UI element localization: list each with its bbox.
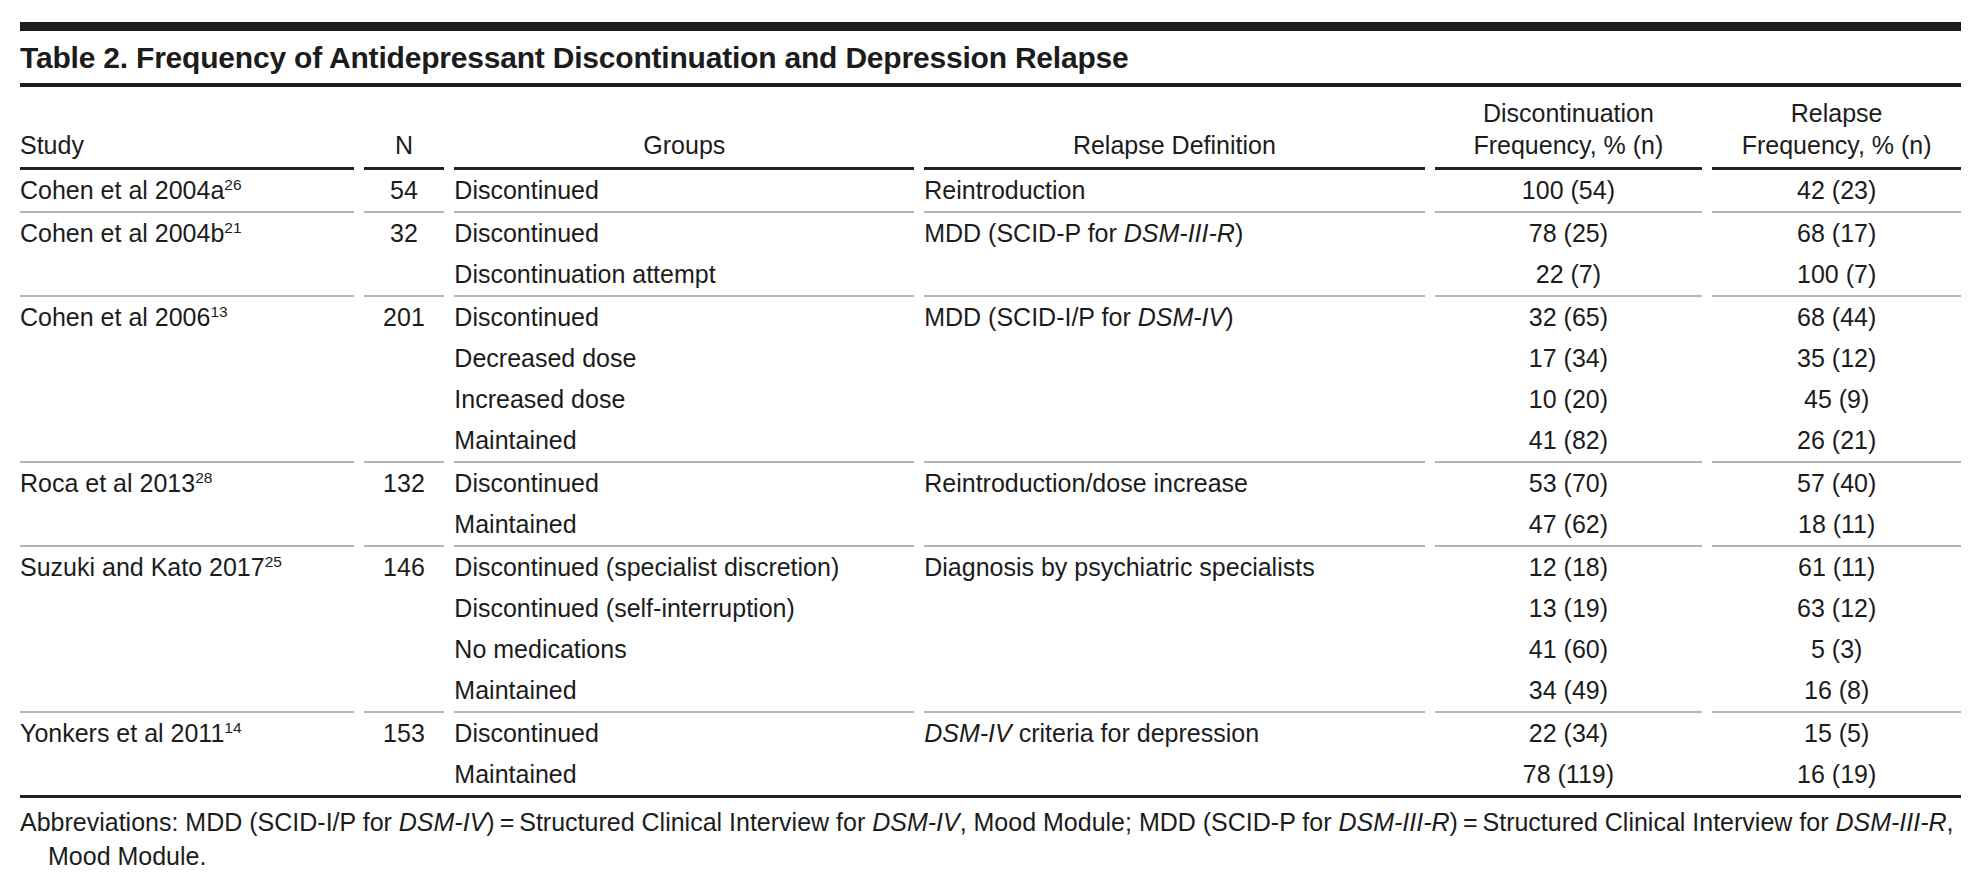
reference-superscript: 26 bbox=[224, 176, 241, 193]
discontinuation-frequency-cell: 12 (18) bbox=[1435, 545, 1703, 588]
group-cell: Discontinued bbox=[454, 295, 914, 338]
group-cell: Increased dose bbox=[454, 379, 914, 420]
discontinuation-frequency-cell: 41 (82) bbox=[1435, 420, 1703, 461]
table-row: Yonkers et al 201114153DiscontinuedDSM-I… bbox=[20, 711, 1961, 754]
relapse-frequency-cell: 26 (21) bbox=[1712, 420, 1961, 461]
column-header-relapse-frequency: Relapse Frequency, % (n) bbox=[1712, 87, 1961, 170]
discontinuation-frequency-cell: 32 (65) bbox=[1435, 295, 1703, 338]
group-cell: Discontinued bbox=[454, 711, 914, 754]
table-row: Cohen et al 2004a2654DiscontinuedReintro… bbox=[20, 170, 1961, 211]
study-block: Yonkers et al 201114153DiscontinuedDSM-I… bbox=[20, 711, 1961, 795]
relapse-frequency-cell: 100 (7) bbox=[1712, 254, 1961, 295]
group-cell: Maintained bbox=[454, 504, 914, 545]
relapse-frequency-cell: 61 (11) bbox=[1712, 545, 1961, 588]
discontinuation-frequency-cell: 22 (7) bbox=[1435, 254, 1703, 295]
discontinuation-frequency-cell: 47 (62) bbox=[1435, 504, 1703, 545]
discontinuation-frequency-cell: 41 (60) bbox=[1435, 629, 1703, 670]
n-cell: 201 bbox=[364, 295, 445, 461]
study-name-cell: Cohen et al 2004b21 bbox=[20, 211, 354, 295]
group-cell: Discontinued bbox=[454, 461, 914, 504]
relapse-frequency-cell: 45 (9) bbox=[1712, 379, 1961, 420]
study-name-cell: Suzuki and Kato 201725 bbox=[20, 545, 354, 711]
discontinuation-frequency-cell: 53 (70) bbox=[1435, 461, 1703, 504]
relapse-frequency-cell: 16 (8) bbox=[1712, 670, 1961, 711]
column-header-discontinuation-frequency: Discontinuation Frequency, % (n) bbox=[1435, 87, 1703, 170]
study-name-cell: Roca et al 201328 bbox=[20, 461, 354, 545]
discontinuation-frequency-cell: 22 (34) bbox=[1435, 711, 1703, 754]
header-row: Study N Groups Relapse Definition Discon… bbox=[20, 87, 1961, 170]
data-table: Study N Groups Relapse Definition Discon… bbox=[10, 87, 1971, 795]
study-name-cell: Cohen et al 2004a26 bbox=[20, 170, 354, 211]
reference-superscript: 25 bbox=[265, 553, 282, 570]
discontinuation-frequency-cell: 34 (49) bbox=[1435, 670, 1703, 711]
header-line: Relapse bbox=[1791, 99, 1883, 127]
relapse-frequency-cell: 5 (3) bbox=[1712, 629, 1961, 670]
table-header: Study N Groups Relapse Definition Discon… bbox=[20, 87, 1961, 170]
column-header-groups: Groups bbox=[454, 87, 914, 170]
relapse-definition-cell: Reintroduction bbox=[924, 170, 1424, 211]
group-cell: Discontinued bbox=[454, 211, 914, 254]
table-row: Cohen et al 2004b2132DiscontinuedMDD (SC… bbox=[20, 211, 1961, 254]
study-block: Suzuki and Kato 201725146Discontinued (s… bbox=[20, 545, 1961, 711]
header-line: Frequency, % (n) bbox=[1742, 131, 1932, 159]
discontinuation-frequency-cell: 78 (25) bbox=[1435, 211, 1703, 254]
relapse-frequency-cell: 68 (44) bbox=[1712, 295, 1961, 338]
n-cell: 32 bbox=[364, 211, 445, 295]
relapse-frequency-cell: 57 (40) bbox=[1712, 461, 1961, 504]
n-cell: 146 bbox=[364, 545, 445, 711]
relapse-frequency-cell: 18 (11) bbox=[1712, 504, 1961, 545]
study-name-cell: Cohen et al 200613 bbox=[20, 295, 354, 461]
group-cell: Decreased dose bbox=[454, 338, 914, 379]
n-cell: 132 bbox=[364, 461, 445, 545]
table-row: Roca et al 201328132DiscontinuedReintrod… bbox=[20, 461, 1961, 504]
study-block: Roca et al 201328132DiscontinuedReintrod… bbox=[20, 461, 1961, 545]
discontinuation-frequency-cell: 13 (19) bbox=[1435, 588, 1703, 629]
group-cell: Discontinued bbox=[454, 170, 914, 211]
study-block: Cohen et al 2004a2654DiscontinuedReintro… bbox=[20, 170, 1961, 211]
study-block: Cohen et al 200613201DiscontinuedMDD (SC… bbox=[20, 295, 1961, 461]
group-cell: No medications bbox=[454, 629, 914, 670]
table-row: Suzuki and Kato 201725146Discontinued (s… bbox=[20, 545, 1961, 588]
discontinuation-frequency-cell: 78 (119) bbox=[1435, 754, 1703, 795]
group-cell: Maintained bbox=[454, 754, 914, 795]
header-line: Frequency, % (n) bbox=[1473, 131, 1663, 159]
relapse-frequency-cell: 35 (12) bbox=[1712, 338, 1961, 379]
header-line: Discontinuation bbox=[1483, 99, 1654, 127]
relapse-frequency-cell: 63 (12) bbox=[1712, 588, 1961, 629]
study-block: Cohen et al 2004b2132DiscontinuedMDD (SC… bbox=[20, 211, 1961, 295]
group-cell: Discontinuation attempt bbox=[454, 254, 914, 295]
group-cell: Maintained bbox=[454, 420, 914, 461]
relapse-frequency-cell: 42 (23) bbox=[1712, 170, 1961, 211]
relapse-frequency-cell: 16 (19) bbox=[1712, 754, 1961, 795]
n-cell: 54 bbox=[364, 170, 445, 211]
top-rule bbox=[20, 22, 1961, 31]
discontinuation-frequency-cell: 100 (54) bbox=[1435, 170, 1703, 211]
column-header-n: N bbox=[364, 87, 445, 170]
table-title: Table 2. Frequency of Antidepressant Dis… bbox=[20, 31, 1961, 87]
relapse-definition-cell: MDD (SCID-I/P for DSM-IV) bbox=[924, 295, 1424, 461]
group-cell: Discontinued (specialist discretion) bbox=[454, 545, 914, 588]
table-footnote: Abbreviations: MDD (SCID-I/P for DSM-IV)… bbox=[20, 795, 1961, 884]
column-header-relapse-definition: Relapse Definition bbox=[924, 87, 1424, 170]
discontinuation-frequency-cell: 10 (20) bbox=[1435, 379, 1703, 420]
reference-superscript: 14 bbox=[224, 719, 241, 736]
table-figure-page: Table 2. Frequency of Antidepressant Dis… bbox=[0, 22, 1981, 884]
relapse-definition-cell: DSM-IV criteria for depression bbox=[924, 711, 1424, 795]
reference-superscript: 13 bbox=[210, 303, 227, 320]
study-name-cell: Yonkers et al 201114 bbox=[20, 711, 354, 795]
relapse-definition-cell: Diagnosis by psychiatric specialists bbox=[924, 545, 1424, 711]
table-row: Cohen et al 200613201DiscontinuedMDD (SC… bbox=[20, 295, 1961, 338]
reference-superscript: 28 bbox=[195, 469, 212, 486]
relapse-frequency-cell: 15 (5) bbox=[1712, 711, 1961, 754]
relapse-definition-cell: Reintroduction/dose increase bbox=[924, 461, 1424, 545]
group-cell: Discontinued (self-interruption) bbox=[454, 588, 914, 629]
relapse-definition-cell: MDD (SCID-P for DSM-III-R) bbox=[924, 211, 1424, 295]
group-cell: Maintained bbox=[454, 670, 914, 711]
n-cell: 153 bbox=[364, 711, 445, 795]
relapse-frequency-cell: 68 (17) bbox=[1712, 211, 1961, 254]
discontinuation-frequency-cell: 17 (34) bbox=[1435, 338, 1703, 379]
column-header-study: Study bbox=[20, 87, 354, 170]
reference-superscript: 21 bbox=[224, 219, 241, 236]
